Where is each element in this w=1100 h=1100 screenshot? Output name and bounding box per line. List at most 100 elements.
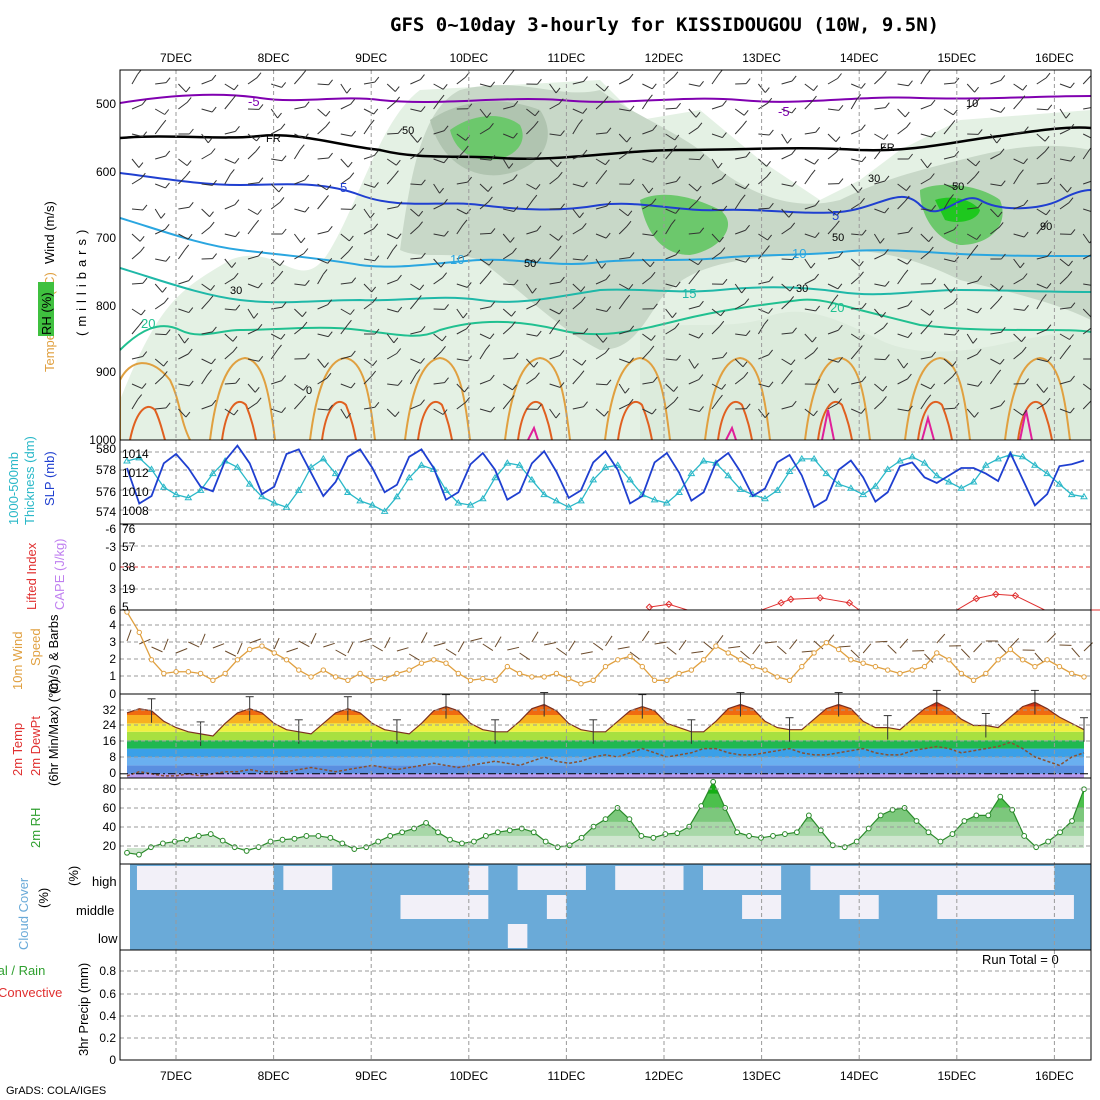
wind-barb-flag xyxy=(233,409,239,416)
wind10-barb xyxy=(310,632,317,645)
wind-barb-flag xyxy=(141,383,147,389)
wind-barb xyxy=(410,79,421,85)
wind-barb-flag xyxy=(676,102,681,109)
wind-barb xyxy=(502,252,513,260)
rh-point xyxy=(459,840,465,847)
wind-barb-flag xyxy=(420,74,425,80)
thickness-point xyxy=(883,465,892,472)
wind-barb xyxy=(131,325,140,335)
wind-barb-flag xyxy=(165,402,171,409)
wind-barb xyxy=(154,302,165,310)
thickness-point xyxy=(675,488,683,495)
wind-barb xyxy=(966,249,975,260)
wind-barb xyxy=(1013,174,1020,185)
wind-barb-flag xyxy=(931,278,937,284)
wind-barb xyxy=(1036,255,1048,260)
wind-barb-flag xyxy=(740,194,746,201)
wind-barb xyxy=(920,325,929,335)
y-tick-label: 60 xyxy=(103,801,117,815)
wind-barb-flag xyxy=(763,319,769,325)
thickness-point xyxy=(184,493,193,501)
wind-barb xyxy=(758,354,769,360)
wind-barb-flag xyxy=(209,211,214,217)
wind-barb xyxy=(178,408,187,418)
wind-barb-flag xyxy=(279,260,285,266)
thickness-point xyxy=(577,496,585,504)
rh-point xyxy=(710,778,717,785)
thickness-point xyxy=(380,507,389,514)
wind-barb-flag xyxy=(258,250,263,257)
wind-barb xyxy=(595,308,607,312)
wind-barb xyxy=(154,376,164,385)
thickness-line xyxy=(126,454,1085,513)
wind-barb xyxy=(688,201,698,210)
wind-barb-flag xyxy=(304,206,310,213)
wind10-barb xyxy=(457,641,465,653)
wind-barb xyxy=(1082,233,1090,244)
wind-barb xyxy=(294,253,305,260)
wind-barb-flag xyxy=(792,327,797,334)
wind-barb-flag xyxy=(997,211,1003,218)
cloud-gap xyxy=(400,895,489,919)
thickness-point xyxy=(123,457,131,464)
wind-barb-flag xyxy=(490,154,496,161)
wind-barb-flag xyxy=(1070,155,1076,162)
wind-barb xyxy=(549,408,557,419)
wind-barb xyxy=(224,158,236,164)
wind-barb-flag xyxy=(629,178,635,185)
wind-barb xyxy=(201,374,209,385)
wind-barb xyxy=(572,108,584,114)
wind-barb xyxy=(178,308,189,314)
wind-barb-flag xyxy=(627,147,633,153)
wind-barb xyxy=(549,103,560,110)
wind-barb-flag xyxy=(164,224,170,230)
wind-barb-flag xyxy=(927,162,932,169)
wind-barb-flag xyxy=(722,100,727,106)
wind-speed-point xyxy=(799,663,805,670)
wind-barb-flag xyxy=(1019,169,1024,175)
wind-speed-point xyxy=(1081,674,1087,680)
wind-barb-flag xyxy=(813,347,819,353)
wind-barb xyxy=(340,282,352,285)
chart-title: GFS 0~10day 3-hourly for KISSIDOUGOU (10… xyxy=(390,14,939,36)
wind-barb xyxy=(1083,107,1091,110)
wind-barb-flag xyxy=(857,345,863,351)
wind-barb xyxy=(618,208,629,217)
wind-barb xyxy=(920,399,928,410)
wind-barb-flag xyxy=(442,272,448,279)
wind-barb xyxy=(804,158,815,165)
wind10-barb xyxy=(347,641,354,654)
wind10-barb xyxy=(875,640,888,643)
wind-barb xyxy=(920,308,931,316)
wind-barb xyxy=(827,108,839,111)
wind-barb xyxy=(433,382,445,385)
wind-barb-flag xyxy=(768,381,774,388)
ylabel-temp-b: 2m DewPt xyxy=(28,716,43,776)
wind-barb-flag xyxy=(1070,302,1076,308)
wind-barb xyxy=(340,355,352,360)
thickness-point xyxy=(294,486,303,493)
wind-barb xyxy=(1013,158,1024,165)
wind-barb xyxy=(711,178,723,185)
wind-barb xyxy=(1059,380,1071,385)
contour-20 xyxy=(120,298,1091,351)
wind-barb xyxy=(1082,308,1091,318)
wind-speed-point xyxy=(320,667,327,673)
wind-barb xyxy=(178,101,188,110)
bottom-date-label: 11DEC xyxy=(548,1069,586,1083)
wind-barb xyxy=(966,83,975,93)
wind-barb-flag xyxy=(583,328,589,334)
wind-barb-flag xyxy=(535,298,541,305)
wind-barb-flag xyxy=(768,202,774,209)
wind-barb-flag xyxy=(184,337,189,344)
wind-barb xyxy=(735,333,747,337)
wind-speed-point xyxy=(259,643,265,649)
wind-barb xyxy=(781,375,789,385)
top-date-label: 10DEC xyxy=(449,51,488,65)
wind-barb xyxy=(433,258,442,268)
wind-barb-flag xyxy=(349,172,355,179)
thickness-point xyxy=(859,490,868,498)
wind-barb-flag xyxy=(649,345,655,352)
wind-speed-point xyxy=(381,675,388,682)
